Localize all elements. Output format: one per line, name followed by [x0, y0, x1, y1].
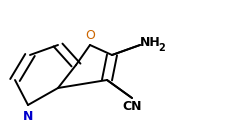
Text: NH: NH — [140, 36, 161, 50]
Text: O: O — [85, 29, 95, 42]
Text: N: N — [23, 110, 33, 123]
Text: 2: 2 — [158, 43, 165, 53]
Text: CN: CN — [122, 100, 142, 113]
